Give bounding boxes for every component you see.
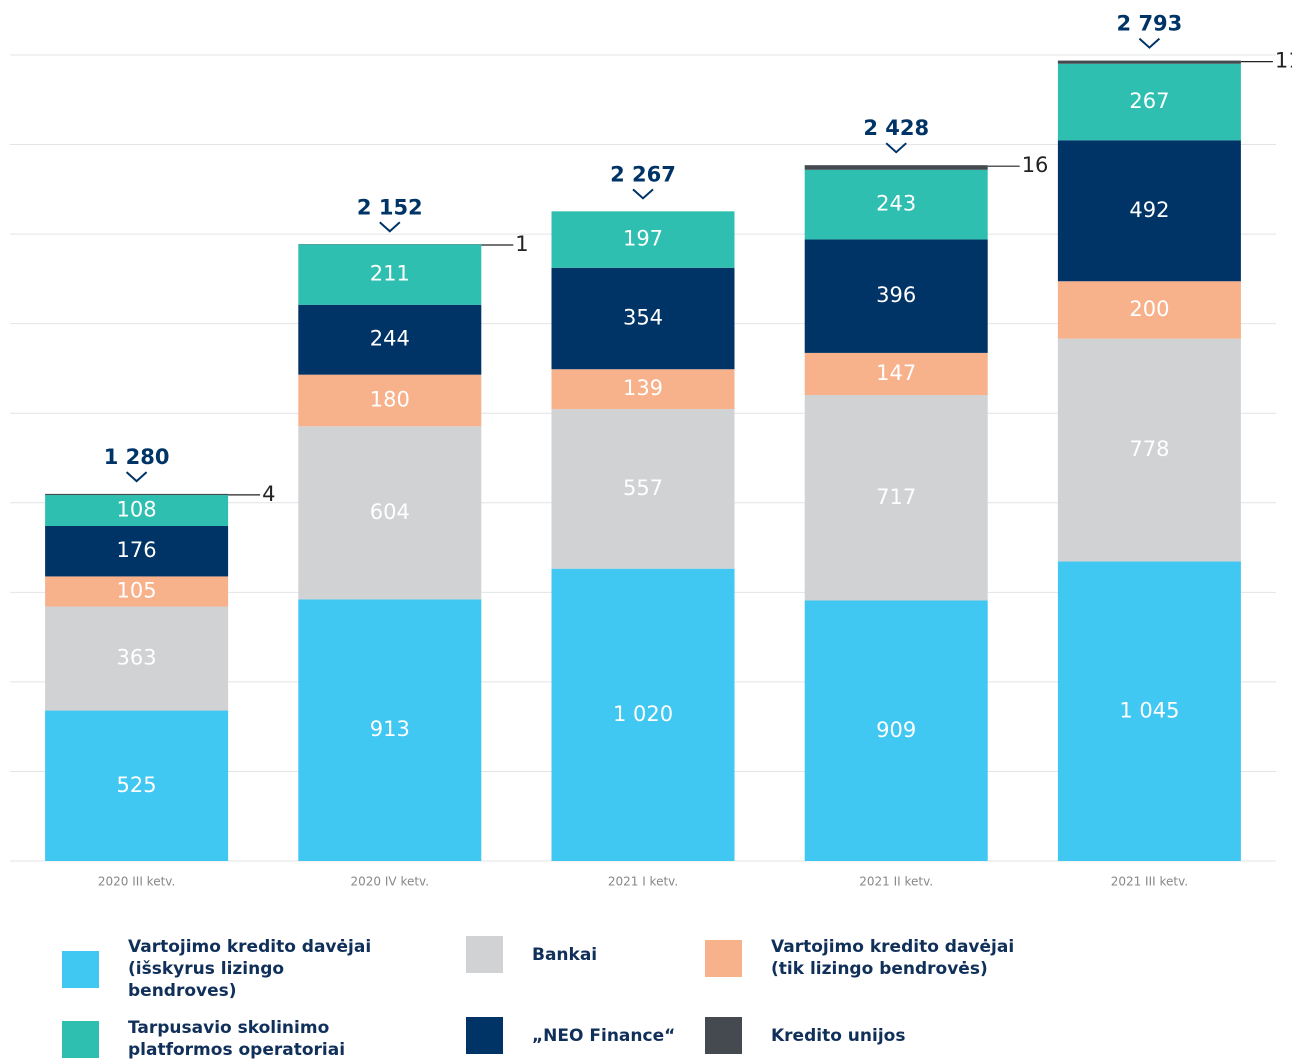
x-tick-label: 2021 III ketv. bbox=[1111, 875, 1188, 889]
total-chevron bbox=[380, 222, 400, 231]
value-label: 176 bbox=[117, 538, 157, 562]
bar-segment bbox=[45, 494, 228, 495]
value-label: 909 bbox=[876, 718, 916, 742]
value-label: 717 bbox=[876, 485, 916, 509]
value-label: 1 020 bbox=[613, 702, 673, 726]
value-label: 1 045 bbox=[1119, 698, 1179, 722]
value-label: 108 bbox=[117, 498, 157, 522]
x-tick-label: 2021 II ketv. bbox=[859, 875, 933, 889]
x-tick-label: 2020 III ketv. bbox=[98, 875, 175, 889]
total-label: 2 267 bbox=[610, 162, 676, 186]
value-label: 147 bbox=[876, 361, 916, 385]
total-label: 1 280 bbox=[104, 445, 170, 469]
bar-segment bbox=[1058, 61, 1241, 64]
total-label: 2 428 bbox=[863, 116, 929, 140]
value-label: 525 bbox=[117, 773, 157, 797]
x-tick-label: 2021 I ketv. bbox=[608, 875, 678, 889]
value-label: 557 bbox=[623, 476, 663, 500]
value-label: 778 bbox=[1129, 437, 1169, 461]
value-label: 267 bbox=[1129, 89, 1169, 113]
value-label: 396 bbox=[876, 283, 916, 307]
value-label: 363 bbox=[117, 646, 157, 670]
total-label: 2 793 bbox=[1117, 12, 1183, 36]
value-label: 244 bbox=[370, 327, 410, 351]
value-label: 197 bbox=[623, 227, 663, 251]
value-label: 604 bbox=[370, 500, 410, 524]
total-label: 2 152 bbox=[357, 195, 423, 219]
total-chevron bbox=[127, 472, 147, 481]
value-label: 139 bbox=[623, 376, 663, 400]
total-chevron bbox=[1139, 39, 1159, 48]
value-label: 913 bbox=[370, 717, 410, 741]
value-label: 492 bbox=[1129, 198, 1169, 222]
value-label: 1 bbox=[515, 232, 528, 256]
value-label: 105 bbox=[117, 578, 157, 602]
value-label: 243 bbox=[876, 192, 916, 216]
value-label: 211 bbox=[370, 262, 410, 286]
value-label: 11 bbox=[1275, 49, 1292, 73]
value-label: 354 bbox=[623, 306, 663, 330]
value-label: 4 bbox=[262, 482, 275, 506]
total-chevron bbox=[633, 189, 653, 198]
value-label: 16 bbox=[1022, 153, 1049, 177]
value-label: 180 bbox=[370, 387, 410, 411]
value-label: 200 bbox=[1129, 297, 1169, 321]
x-tick-label: 2020 IV ketv. bbox=[351, 875, 430, 889]
bar-segment bbox=[805, 165, 988, 170]
